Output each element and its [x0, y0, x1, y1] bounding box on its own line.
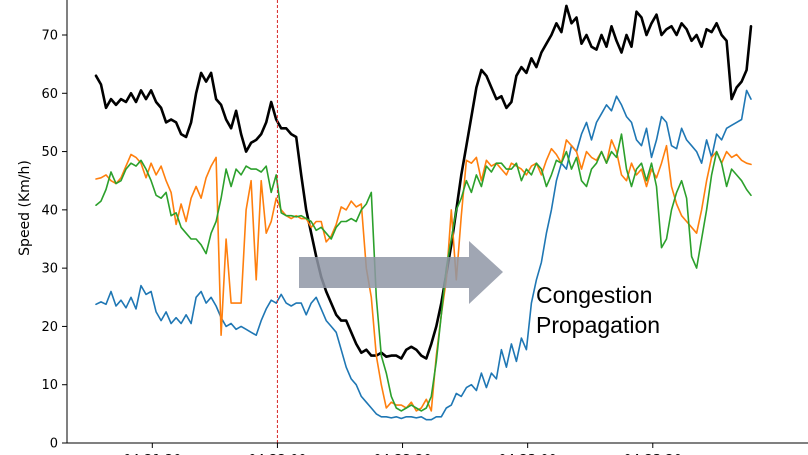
y-tick-label: 0 — [50, 437, 58, 452]
x-ticks: 04-21 20 04-22 00 04-22 20 04-23 00 04-23 20 — [123, 443, 682, 455]
series-line-4 — [95, 133, 752, 412]
y-tick-label: 10 — [41, 378, 58, 393]
y-tick-label: 40 — [41, 203, 58, 218]
y-ticks: 0 10 20 30 40 50 60 70 — [41, 29, 67, 452]
y-tick-label: 60 — [41, 87, 58, 102]
x-tick-label: 04-22 20 — [373, 453, 431, 455]
x-tick-label: 04-23 20 — [624, 453, 682, 455]
y-tick-label: 70 — [41, 29, 58, 44]
annotation-line-1: Congestion — [536, 282, 652, 308]
y-axis-title: Speed (Km/h) — [17, 160, 33, 256]
y-tick-label: 50 — [41, 145, 58, 160]
arrow-icon — [299, 241, 503, 304]
x-tick-label: 04-23 00 — [498, 453, 556, 455]
x-tick-label: 04-21 20 — [123, 453, 181, 455]
y-tick-label: 20 — [41, 320, 58, 335]
series-line-2 — [95, 89, 752, 421]
series-line-1 — [94, 4, 753, 360]
axes-layer — [66, 0, 808, 444]
series-line-3 — [95, 139, 752, 412]
y-tick-label: 30 — [41, 262, 58, 277]
series-layer — [94, 4, 753, 421]
congestion-arrow — [299, 241, 503, 304]
annotation-line-2: Propagation — [536, 312, 660, 338]
x-tick-label: 04-22 00 — [248, 453, 306, 455]
